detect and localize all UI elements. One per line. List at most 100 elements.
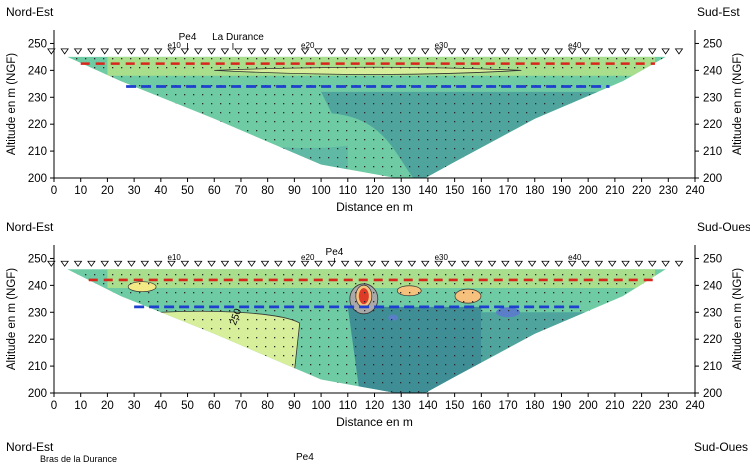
electrode-marker	[541, 260, 550, 267]
electrode-marker	[167, 48, 176, 55]
electrode-marker	[140, 48, 150, 55]
x-tick-label: 30	[128, 185, 141, 197]
x-tick-label: 50	[181, 185, 194, 197]
electrode-label: e30	[435, 41, 449, 50]
electrode-marker	[220, 260, 230, 267]
y-tick-label-right: 250	[703, 253, 722, 265]
electrode-marker	[594, 260, 604, 267]
y-axis-label-left: Altitude en m (NGF)	[6, 53, 18, 155]
x-tick-label: 210	[605, 400, 624, 412]
y-tick-label-right: 250	[703, 38, 722, 50]
electrode-marker	[327, 48, 337, 55]
electrode-label: e10	[168, 253, 182, 262]
electrode-marker	[594, 48, 604, 55]
electrode-marker	[501, 260, 510, 267]
electrode-marker	[180, 48, 190, 55]
section-annotation: Pe4	[326, 247, 344, 258]
x-tick-label: 240	[685, 185, 704, 197]
electrode-marker	[87, 260, 96, 267]
electrode-marker	[674, 48, 684, 55]
electrode-marker	[274, 260, 283, 267]
y-axis-label-left: Altitude en m (NGF)	[6, 268, 18, 370]
electrode-marker	[634, 48, 644, 55]
electrode-marker	[607, 260, 617, 267]
electrode-marker	[47, 260, 56, 267]
electrode-marker	[153, 260, 163, 267]
y-tick-label-right: 230	[703, 92, 722, 104]
x-tick-label: 240	[685, 400, 704, 412]
electrode-marker	[527, 260, 537, 267]
electrode-marker	[621, 260, 630, 267]
electrode-marker	[193, 260, 203, 267]
electrode-marker	[581, 48, 590, 55]
electrode-marker	[514, 48, 523, 55]
electrode-marker	[314, 48, 323, 55]
electrode-marker	[234, 260, 243, 267]
electrode-marker	[527, 48, 537, 55]
x-tick-label: 0	[51, 185, 57, 197]
electrode-marker	[647, 48, 657, 55]
x-tick-label: 30	[128, 400, 141, 412]
electrode-marker	[260, 48, 270, 55]
x-tick-label: 70	[235, 400, 248, 412]
x-tick-label: 80	[261, 185, 274, 197]
electrode-marker	[674, 260, 684, 267]
electrode-marker	[100, 260, 110, 267]
y-tick-label-right: 220	[703, 119, 722, 131]
electrode-marker	[207, 260, 216, 267]
electrode-marker	[300, 260, 310, 267]
electrode-marker	[367, 260, 377, 267]
y-axis-label-right: Altitude en m (NGF)	[732, 268, 744, 370]
electrode-marker	[647, 260, 657, 267]
electrode-marker	[434, 48, 443, 55]
y-tick-label-right: 230	[703, 307, 722, 319]
electrode-label: e20	[301, 253, 315, 262]
x-tick-label: 190	[552, 185, 571, 197]
electrode-marker	[380, 260, 390, 267]
electrode-marker	[554, 48, 564, 55]
electrode-marker	[207, 48, 216, 55]
electrode-marker	[100, 48, 110, 55]
x-tick-label: 160	[472, 185, 491, 197]
x-tick-label: 20	[101, 400, 114, 412]
x-tick-label: 90	[288, 185, 301, 197]
x-tick-label: 200	[579, 400, 598, 412]
x-tick-label: 200	[579, 185, 598, 197]
x-tick-label: 10	[74, 400, 87, 412]
electrode-label: e30	[435, 253, 449, 262]
y-tick-label-left: 240	[28, 280, 47, 292]
y-tick-label-left: 220	[28, 119, 47, 131]
x-tick-label: 120	[365, 185, 384, 197]
x-tick-label: 220	[632, 400, 651, 412]
right-direction-label: Sud-Oues	[697, 220, 750, 234]
electrode-marker	[394, 260, 403, 267]
electrode-marker	[180, 260, 190, 267]
x-tick-label: 230	[659, 185, 678, 197]
electrode-marker	[260, 260, 270, 267]
right-direction-label: Sud-Est	[697, 5, 740, 19]
y-tick-label-right: 220	[703, 334, 722, 346]
electrode-marker	[567, 48, 577, 55]
electrode-marker	[127, 48, 136, 55]
y-tick-label-left: 200	[28, 388, 47, 400]
electrode-marker	[340, 260, 350, 267]
electrode-marker	[474, 260, 483, 267]
section-annotation: La Durance	[212, 32, 264, 43]
x-tick-label: 160	[472, 400, 491, 412]
x-tick-label: 10	[74, 185, 87, 197]
electrode-marker	[314, 260, 323, 267]
electrode-marker	[474, 48, 483, 55]
x-tick-label: 130	[392, 185, 411, 197]
x-tick-label: 130	[392, 400, 411, 412]
y-tick-label-left: 220	[28, 334, 47, 346]
y-tick-label-right: 200	[703, 388, 722, 400]
x-tick-label: 180	[525, 185, 544, 197]
electrode-label: e40	[568, 253, 582, 262]
electrode-marker	[661, 48, 670, 55]
electrode-marker	[420, 260, 430, 267]
y-tick-label-right: 240	[703, 65, 722, 77]
x-tick-label: 170	[498, 185, 517, 197]
electrode-marker	[407, 48, 417, 55]
x-tick-label: 20	[101, 185, 114, 197]
x-tick-label: 150	[445, 185, 464, 197]
